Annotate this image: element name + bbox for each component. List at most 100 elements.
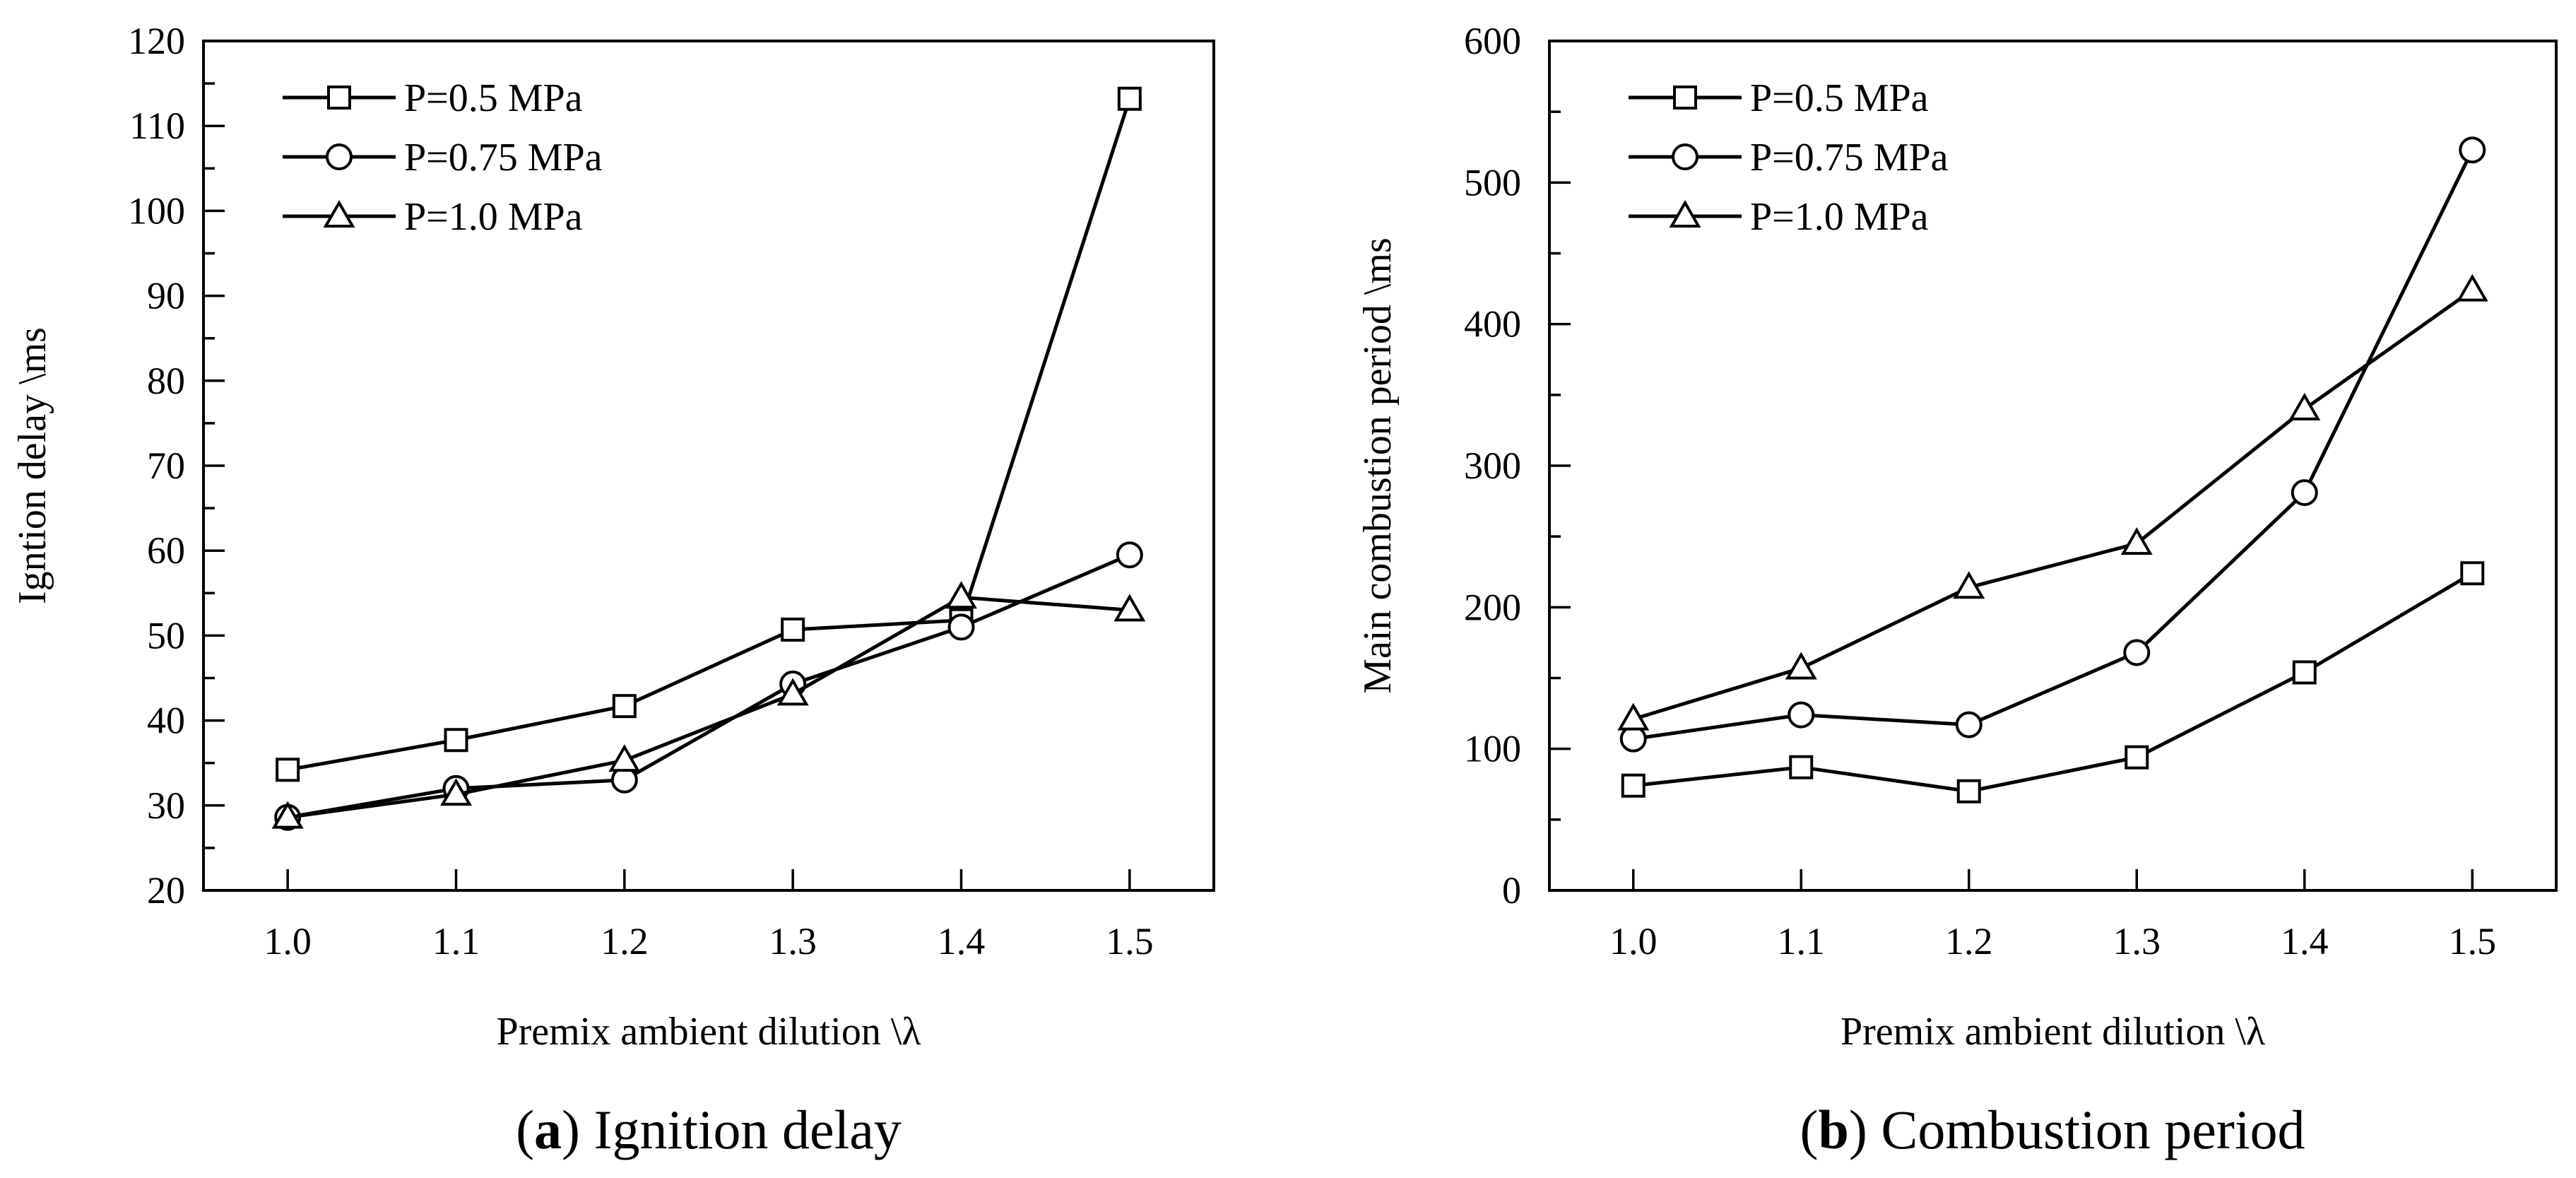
panel-b-data-point-triangle	[2288, 392, 2321, 420]
panel-a-data-point-triangle	[776, 678, 809, 706]
panel-a-y-tick-label: 50	[147, 614, 185, 656]
panel-a-chart: 20 30 40 50 60 70 80 90 100 110 120 1.0 1.1 1.2 1.3 1.4…	[11, 20, 1215, 1160]
panel-b-data-point-circle	[2291, 479, 2318, 507]
panel-b-data-point-circle	[1788, 701, 1815, 729]
panel-b-data-point-circle	[2459, 136, 2486, 164]
panel-b-data-point-circle	[2123, 639, 2151, 666]
panel-b-y-tick-label: 300	[1464, 444, 1521, 487]
panel-b-y-axis-title: Main combustion period \ms	[1356, 237, 1400, 694]
panel-a-legend-item: P=0.5 MPa	[283, 76, 583, 120]
panel-b-y-tick-label: 0	[1502, 869, 1521, 912]
panel-a-data-point-circle	[947, 613, 975, 641]
panel-b-x-tick-label: 1.2	[1945, 920, 1993, 962]
panel-a-y-tick-label: 70	[147, 444, 185, 487]
panel-a-data-point-triangle	[608, 744, 641, 772]
panel-a-caption-text: Ignition delay	[594, 1099, 902, 1160]
panel-b-series-square	[1621, 561, 2485, 803]
panel-a-x-tick-label: 1.5	[1106, 920, 1154, 962]
panel-a-data-point-triangle	[271, 801, 304, 829]
panel-a-y-tick-label: 40	[147, 700, 185, 742]
panel-a-y-tick-label: 60	[147, 529, 185, 572]
panel-b-data-point-circle	[1619, 725, 1647, 753]
panel-a-x-tick-label: 1.1	[432, 920, 480, 962]
panel-a-data-point-square	[612, 694, 637, 719]
panel-b-series-circle	[1619, 136, 2486, 753]
panel-a-y-tick-label: 80	[147, 360, 185, 402]
panel-a-caption: (a) Ignition delay	[516, 1099, 902, 1160]
panel-a-data-point-square	[781, 617, 805, 642]
panel-b-data-point-square	[1956, 779, 1981, 803]
panel-b-data-point-square	[2460, 561, 2485, 586]
panel-b-x-tick-label: 1.5	[2449, 920, 2497, 962]
panel-a-data-point-circle	[1116, 541, 1143, 569]
panel-b-series-line-triangle	[1633, 288, 2474, 721]
panel-a-legend-marker-square	[327, 86, 351, 110]
panel-b-series-triangle	[1617, 273, 2488, 731]
panel-b-caption-letter: b	[1818, 1099, 1848, 1160]
panel-b-caption: (b) Combustion period	[1800, 1099, 2305, 1160]
panel-a-series-square	[276, 86, 1142, 782]
panel-b-series-line-circle	[1633, 149, 2474, 741]
panel-b-y-tick-label: 400	[1464, 303, 1521, 346]
panel-b-y-tick-label: 500	[1464, 161, 1521, 204]
panel-a-legend-label: P=0.75 MPa	[404, 136, 603, 179]
panel-b-legend-label: P=0.5 MPa	[1750, 76, 1929, 120]
panel-b-data-point-triangle	[1785, 652, 1817, 680]
panel-a-y-tick-label: 100	[128, 189, 185, 232]
panel-b-data-point-triangle	[2456, 273, 2488, 302]
panel-a-data-point-triangle	[945, 581, 977, 609]
panel-a-x-axis-title: Premix ambient dilution \λ	[496, 1010, 921, 1054]
panel-b-data-point-circle	[1955, 711, 1983, 738]
panel-a-x-tick-label: 1.0	[264, 920, 312, 962]
panel-a-x-tick-label: 1.4	[938, 920, 986, 962]
panel-b-legend-item: P=0.5 MPa	[1629, 76, 1929, 120]
panel-b-x-tick-label: 1.4	[2281, 920, 2329, 962]
panel-a-y-axis-title: Igntion delay \ms	[11, 327, 54, 604]
panel-a-y-tick-label: 90	[147, 275, 185, 317]
panel-b-data-point-square	[1621, 773, 1646, 798]
panel-a-y-tick-label: 110	[129, 105, 185, 147]
panel-a-x-tick-label: 1.2	[601, 920, 649, 962]
panel-a-y-tick-label: 120	[128, 20, 185, 62]
panel-b-caption-open-paren: (	[1800, 1099, 1818, 1160]
panel-a-caption-letter: a	[534, 1099, 562, 1160]
panel-a-series-circle	[274, 541, 1143, 831]
panel-b-legend-label: P=0.75 MPa	[1750, 136, 1949, 179]
panel-b-x-axis-title: Premix ambient dilution \λ	[1841, 1010, 2265, 1054]
panel-b-chart: 0 100 200 300 400 500 600 1.0 1.1 1.2 1.3 1.4 1.5 Pre…	[1356, 20, 2558, 1160]
panel-b-data-point-triangle	[2120, 527, 2153, 555]
panel-a-y-tick-label: 30	[147, 784, 185, 827]
panel-a-plot-frame	[202, 40, 1215, 892]
panel-b-data-point-square	[1789, 755, 1814, 779]
panel-b-y-tick-label: 600	[1464, 20, 1521, 62]
panel-a-legend-label: P=0.5 MPa	[404, 76, 583, 120]
panel-b-legend-label: P=1.0 MPa	[1750, 195, 1929, 239]
panel-b-legend-item: P=0.75 MPa	[1629, 136, 1949, 179]
panel-a-legend-marker-triangle	[323, 199, 355, 228]
panel-b-caption-text: Combustion period	[1881, 1099, 2305, 1160]
panel-b-y-tick-label: 200	[1464, 586, 1521, 628]
panel-b-legend-marker-circle	[1672, 143, 1698, 170]
panel-b-data-point-triangle	[1953, 571, 1985, 599]
panel-b-legend-marker-square	[1673, 86, 1697, 110]
panel-b-x-tick-label: 1.0	[1609, 920, 1658, 962]
panel-a-caption-open-paren: (	[516, 1099, 534, 1160]
panel-a-series-line-circle	[287, 553, 1130, 820]
panel-b-data-point-triangle	[1617, 702, 1650, 731]
panel-b-data-point-square	[2292, 660, 2317, 685]
panel-a-legend-marker-circle	[326, 143, 353, 170]
panel-a-series-line-square	[287, 98, 1132, 772]
panel-a-data-point-triangle	[1113, 594, 1146, 622]
panel-a-caption-close-paren: )	[562, 1099, 593, 1160]
panel-a-legend-item: P=1.0 MPa	[283, 195, 583, 239]
panel-a-y-tick-label: 20	[147, 869, 185, 912]
panel-b-legend-marker-triangle	[1669, 199, 1701, 228]
panel-a-series-triangle	[271, 581, 1146, 829]
panel-a-legend-item: P=0.75 MPa	[283, 136, 603, 179]
panel-b-x-tick-label: 1.3	[2113, 920, 2161, 962]
panel-a-data-point-square	[1117, 86, 1142, 111]
panel-b-legend-item: P=1.0 MPa	[1629, 195, 1929, 239]
panel-a-data-point-square	[276, 758, 300, 782]
panel-b-y-tick-label: 100	[1464, 728, 1521, 770]
